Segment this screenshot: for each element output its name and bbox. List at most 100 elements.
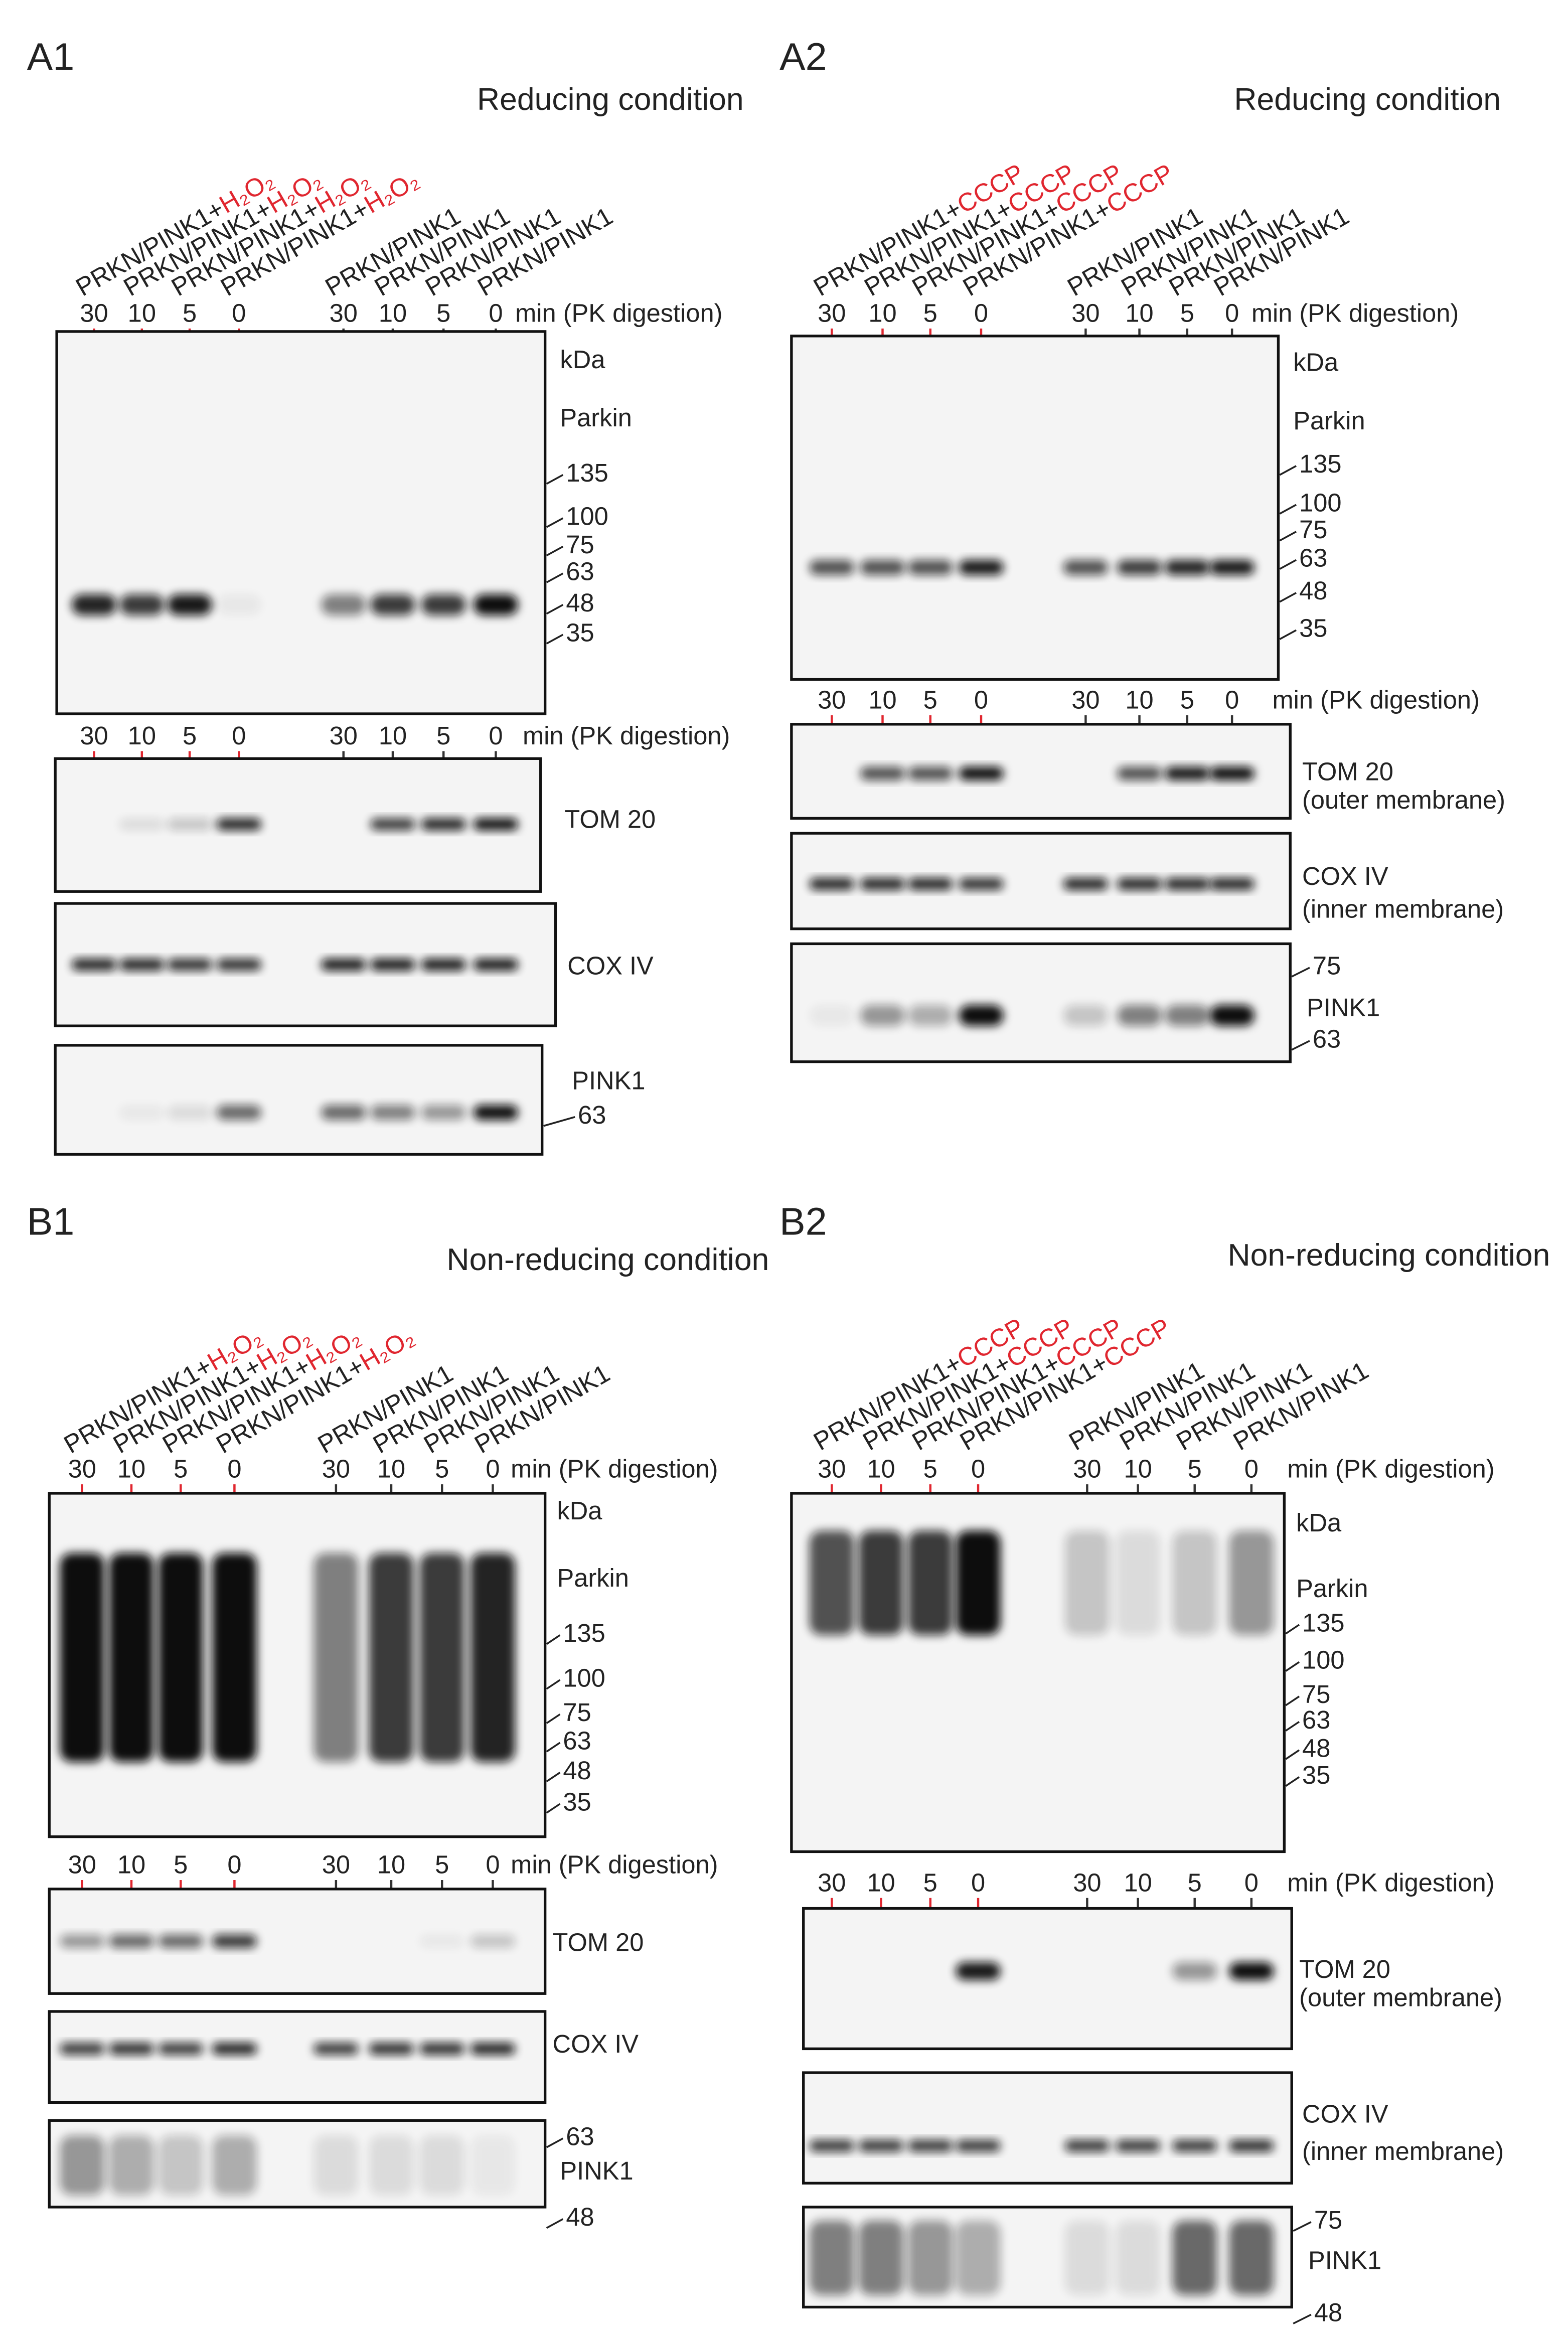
time-unit: min (PK digestion) (515, 299, 722, 328)
marker-tick (546, 634, 564, 645)
blot-name: PINK1 (1308, 2246, 1381, 2274)
time-label: 5 (1180, 686, 1194, 714)
time-label: 10 (1124, 1868, 1152, 1897)
time-label: 10 (867, 1868, 895, 1897)
time-label: 10 (868, 299, 896, 328)
marker-label: 75 (1299, 515, 1327, 544)
band (1209, 878, 1255, 890)
blot-name: Parkin (560, 403, 632, 432)
time-label: 10 (1125, 686, 1153, 714)
time-label: 5 (923, 1868, 937, 1897)
marker-tick (1285, 1776, 1300, 1787)
time-label: 0 (1244, 1868, 1259, 1897)
band (809, 1005, 854, 1026)
time-label: 30 (322, 1455, 350, 1483)
time-label: 30 (818, 299, 846, 328)
blot-name: COX IV (1302, 2100, 1388, 2128)
band (1115, 1530, 1161, 1635)
unit-label: kDa (560, 345, 605, 374)
panel-label: B1 (27, 1200, 75, 1243)
band (60, 1934, 105, 1948)
marker-label: 63 (1302, 1705, 1330, 1734)
band (959, 560, 1004, 575)
band (158, 2043, 203, 2055)
time-label: 0 (486, 1455, 500, 1483)
band (419, 2135, 464, 2196)
band (119, 818, 165, 831)
blot: TOM 20(outer membrane) (790, 723, 1505, 820)
time-label: 30 (818, 1455, 846, 1483)
band (860, 878, 905, 890)
time-label: 0 (974, 686, 988, 714)
band (1172, 2220, 1217, 2295)
marker-label: 35 (566, 618, 594, 647)
marker-label: 48 (566, 588, 594, 617)
band (60, 2135, 105, 2196)
time-label: 10 (379, 721, 407, 750)
band (419, 1553, 464, 1762)
marker-label: 48 (566, 2203, 594, 2231)
marker-label: 63 (1313, 1024, 1341, 1053)
band (321, 1105, 366, 1120)
marker-tick (546, 474, 564, 485)
band (421, 818, 466, 831)
blot-note: (outer membrane) (1302, 786, 1505, 814)
time-label: 30 (1071, 686, 1100, 714)
time-label: 0 (1225, 299, 1239, 328)
band (321, 959, 366, 971)
band (1229, 2220, 1274, 2295)
marker-label: 48 (1302, 1734, 1330, 1762)
band (470, 2043, 516, 2055)
time-label: 30 (818, 1868, 846, 1897)
blot-name: Parkin (557, 1564, 629, 1592)
band (860, 766, 905, 781)
marker-label: 63 (1299, 544, 1327, 572)
blot: PINK1 63 48 (48, 2119, 634, 2231)
blot-name: PINK1 (572, 1066, 645, 1095)
unit-label: kDa (557, 1496, 602, 1525)
time-label: 30 (80, 299, 108, 328)
time-label: 10 (868, 686, 896, 714)
time-label: 30 (1073, 1455, 1101, 1483)
band (313, 2043, 359, 2055)
band (1209, 766, 1255, 781)
band (216, 959, 261, 971)
marker-tick (1285, 1661, 1300, 1672)
band (809, 2139, 854, 2152)
time-label: 0 (232, 299, 246, 328)
blot: COX IV (48, 2010, 639, 2104)
time-label: 10 (379, 299, 407, 328)
lane-treatment: H₂O₂ (355, 1323, 419, 1376)
time-label: 5 (174, 1455, 188, 1483)
time-label: 10 (867, 1455, 895, 1483)
time-label: 10 (128, 721, 156, 750)
blot: PINK1 75 63 (790, 942, 1380, 1063)
time-label: 30 (818, 686, 846, 714)
time-label: 10 (377, 1455, 405, 1483)
blot-frame (54, 1044, 544, 1156)
band (1165, 1005, 1210, 1026)
time-label: 0 (227, 1455, 241, 1483)
marker-label: 135 (1299, 449, 1341, 478)
band (216, 594, 261, 615)
band (370, 959, 415, 971)
time-label: 5 (436, 721, 450, 750)
panel-label: A2 (779, 36, 827, 79)
band (369, 1553, 414, 1762)
blot-frame (55, 330, 547, 715)
marker-tick (1285, 1624, 1300, 1635)
marker-tick (546, 517, 564, 528)
blot-frame (802, 2071, 1293, 2185)
condition-title: Non-reducing condition (1227, 1237, 1550, 1273)
blot-name: Parkin (1296, 1574, 1368, 1603)
blot-frame (802, 1907, 1293, 2051)
band (1165, 560, 1210, 575)
marker-tick (1293, 2313, 1312, 2324)
band (908, 2139, 953, 2152)
band (1229, 1962, 1274, 1980)
marker-tick (546, 1803, 561, 1814)
time-label: 30 (1073, 1868, 1101, 1897)
time-label: 10 (377, 1850, 405, 1879)
time-label: 10 (128, 299, 156, 328)
band (1117, 878, 1162, 890)
